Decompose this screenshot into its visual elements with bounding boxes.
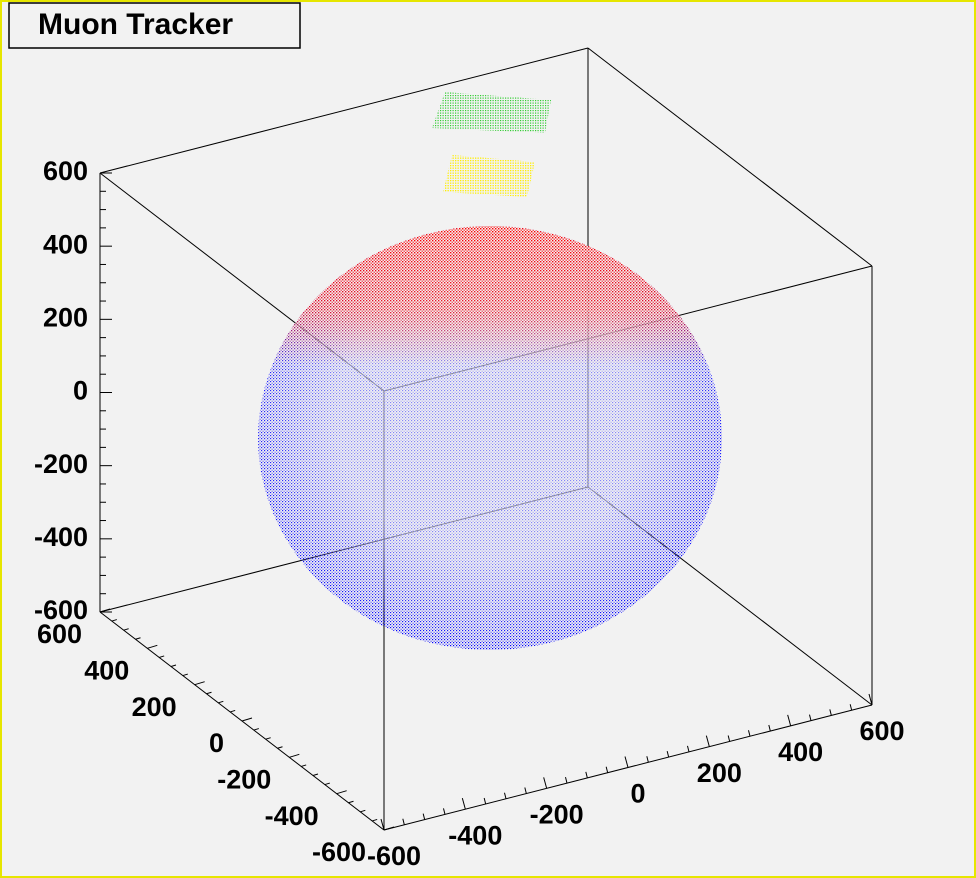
y-minor-tick — [301, 764, 307, 767]
x-minor-tick — [422, 813, 426, 820]
x-tick — [705, 735, 710, 747]
x-tick — [624, 756, 629, 768]
x-tick-label: -400 — [448, 820, 502, 850]
y-tick-label: 200 — [132, 692, 177, 722]
y-tick — [383, 826, 395, 831]
chart-title: Muon Tracker — [38, 8, 233, 41]
x-minor-tick — [849, 704, 853, 711]
y-minor-tick — [170, 664, 177, 667]
frame-edge — [587, 47, 873, 267]
x-minor-tick — [524, 787, 527, 794]
y-tick-label: -400 — [265, 801, 319, 831]
z-tick-label: 600 — [43, 156, 88, 186]
y-minor-tick — [253, 728, 259, 731]
y-minor-tick — [206, 691, 212, 695]
y-minor-tick — [135, 637, 141, 640]
y-minor-tick — [312, 773, 319, 776]
y-minor-tick — [360, 809, 366, 813]
x-minor-tick — [768, 724, 771, 732]
x-tick-label: 0 — [630, 779, 645, 809]
y-minor-tick — [277, 746, 283, 749]
y-tick — [99, 608, 111, 613]
x-minor-tick — [646, 756, 649, 763]
y-minor-tick — [372, 818, 378, 822]
x-tick-label: 200 — [697, 758, 742, 788]
y-tick-label: 400 — [84, 655, 129, 685]
y-minor-tick — [123, 628, 129, 631]
x-minor-tick — [504, 792, 507, 799]
y-tick — [289, 753, 300, 758]
y-minor-tick — [265, 737, 271, 740]
x-minor-tick — [483, 797, 487, 805]
y-minor-tick — [218, 700, 224, 704]
y-tick — [336, 790, 347, 795]
x-minor-tick — [829, 709, 832, 716]
y-tick-label: 0 — [209, 728, 224, 758]
x-tick — [787, 714, 792, 726]
x-minor-tick — [605, 766, 609, 773]
y-tick-label: -600 — [312, 837, 366, 867]
x-tick-label: 600 — [859, 716, 904, 746]
y-tick — [194, 681, 205, 686]
x-minor-tick — [748, 730, 751, 737]
x-tick — [868, 693, 873, 706]
z-tick-label: -400 — [34, 522, 88, 552]
x-minor-tick — [443, 808, 446, 815]
title-box — [8, 2, 301, 49]
y-minor-tick — [230, 709, 236, 713]
x-minor-tick — [809, 714, 812, 721]
x-minor-tick — [565, 777, 568, 784]
z-tick-label: 200 — [43, 302, 88, 332]
y-minor-tick — [348, 800, 354, 804]
x-minor-tick — [687, 745, 690, 752]
y-tick-label: 600 — [37, 619, 82, 649]
x-minor-tick — [585, 771, 588, 779]
frame-edge — [99, 47, 589, 174]
y-tick — [147, 644, 158, 649]
y-minor-tick — [111, 619, 117, 622]
z-tick-label: -200 — [34, 449, 88, 479]
y-tick — [241, 717, 253, 722]
z-tick-label: 400 — [43, 229, 88, 259]
z-tick-label: -600 — [34, 595, 88, 625]
x-tick — [380, 818, 385, 831]
x-tick-label: -600 — [367, 841, 421, 871]
x-tick — [461, 798, 466, 810]
z-tick-label: 0 — [73, 376, 88, 406]
x-minor-tick — [666, 750, 670, 758]
x-tick-label: -200 — [530, 799, 584, 829]
x-minor-tick — [402, 818, 405, 825]
y-minor-tick — [324, 782, 330, 786]
y-minor-tick — [159, 655, 165, 658]
y-minor-tick — [182, 673, 188, 677]
y-tick-label: -200 — [217, 764, 271, 794]
x-tick — [543, 777, 548, 789]
x-minor-tick — [727, 735, 731, 742]
x-tick-label: 400 — [778, 737, 823, 767]
